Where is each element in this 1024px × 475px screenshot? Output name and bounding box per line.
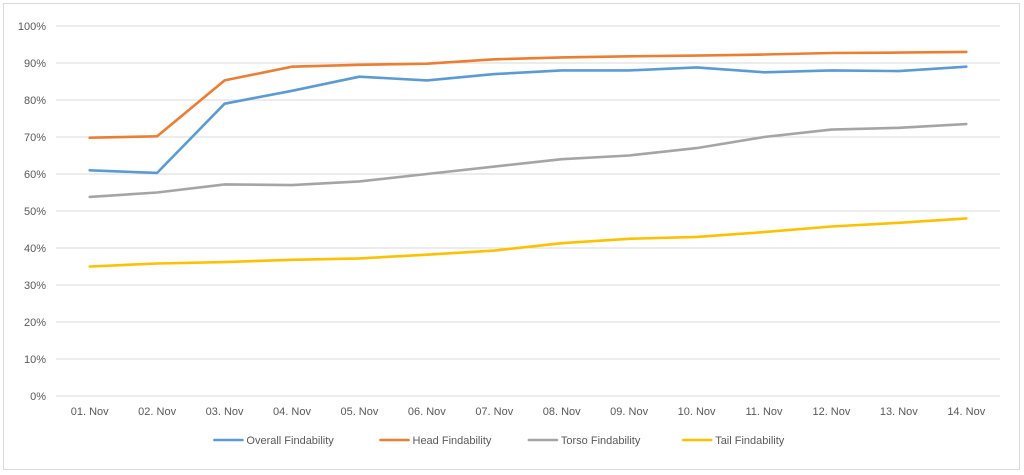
chart-frame — [3, 3, 1020, 470]
x-tick-label: 05. Nov — [340, 406, 378, 418]
series-line-head-findability — [88, 50, 968, 139]
series-line-tail-findability — [88, 217, 968, 268]
legend-label: Tail Findability — [715, 435, 785, 447]
y-tick-label: 80% — [24, 95, 46, 107]
series-line-overall-findability — [88, 65, 968, 175]
x-tick-label: 12. Nov — [812, 406, 850, 418]
x-tick-label: 11. Nov — [745, 406, 783, 418]
x-tick-label: 09. Nov — [610, 406, 648, 418]
y-tick-label: 100% — [18, 21, 46, 33]
legend-item-torso-findability: Torso Findability — [527, 435, 641, 447]
gridlines — [56, 25, 1000, 397]
y-tick-label: 0% — [30, 391, 46, 403]
x-tick-label: 10. Nov — [678, 406, 716, 418]
legend-label: Overall Findability — [246, 435, 334, 447]
x-tick-label: 02. Nov — [138, 406, 176, 418]
y-tick-label: 40% — [24, 243, 46, 255]
x-tick-label: 14. Nov — [947, 406, 985, 418]
y-tick-label: 70% — [24, 132, 46, 144]
y-tick-label: 20% — [24, 317, 46, 329]
y-tick-label: 10% — [24, 354, 46, 366]
x-tick-label: 01. Nov — [71, 406, 109, 418]
legend-label: Head Findability — [413, 435, 492, 447]
legend-item-tail-findability: Tail Findability — [681, 435, 785, 447]
y-tick-label: 30% — [24, 280, 46, 292]
x-tick-label: 06. Nov — [408, 406, 446, 418]
x-tick-label: 04. Nov — [273, 406, 311, 418]
x-tick-label: 13. Nov — [880, 406, 918, 418]
x-tick-label: 07. Nov — [475, 406, 513, 418]
series-lines — [88, 50, 968, 268]
x-tick-label: 03. Nov — [206, 406, 244, 418]
x-axis-ticks: 01. Nov 02. Nov 03. Nov 04. Nov 05. Nov 06. N… — [71, 406, 986, 418]
legend: Overall Findability Head Findability Torso… — [213, 435, 785, 447]
legend-label: Torso Findability — [561, 435, 641, 447]
y-tick-label: 90% — [24, 58, 46, 70]
y-axis-ticks: 0% 10% 20% 30% 40% 50% 60% 70% 80% 90% 100% — [18, 21, 46, 403]
x-tick-label: 08. Nov — [543, 406, 581, 418]
series-line-torso-findability — [88, 122, 968, 199]
y-tick-label: 50% — [24, 206, 46, 218]
y-tick-label: 60% — [24, 169, 46, 181]
legend-item-overall-findability: Overall Findability — [213, 435, 334, 447]
legend-item-head-findability: Head Findability — [379, 435, 492, 447]
